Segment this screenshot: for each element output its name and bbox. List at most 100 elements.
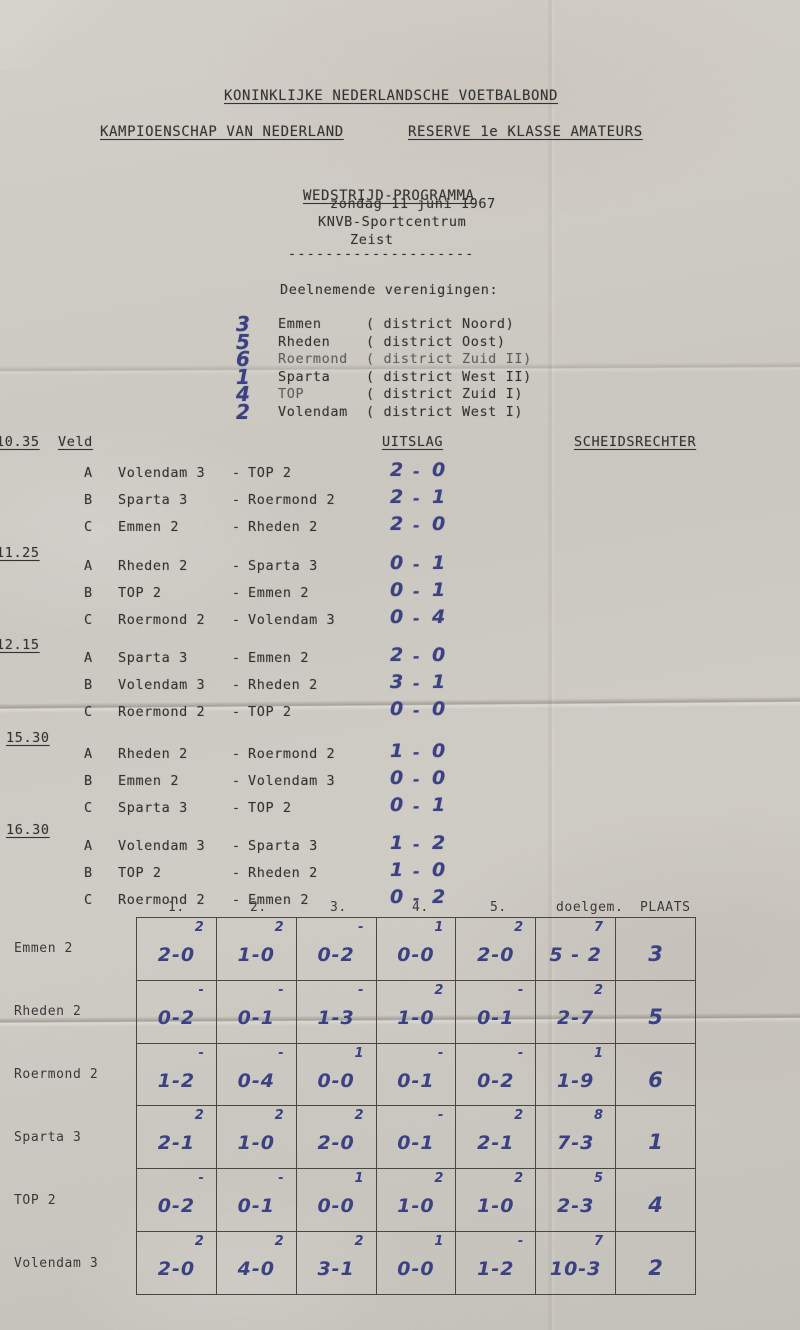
cell-points: - (437, 1108, 444, 1124)
round-time: 12.15 (0, 637, 40, 653)
cell-score: 0-2 (477, 1069, 515, 1092)
crosstable-place: 5 (615, 979, 696, 1044)
cell-points: 2 (434, 982, 444, 998)
club-name: Emmen (278, 316, 322, 332)
match-home-score: 0 (390, 886, 405, 908)
crosstable-cell: -0-2 (295, 917, 377, 981)
crosstable-cell: 2 2-0 (295, 1105, 377, 1170)
cell-score: 0-1 (237, 1006, 275, 1029)
cell-score: 4-0 (237, 1258, 275, 1281)
match-dash: - (232, 650, 241, 666)
programme-subtitle: WEDSTRIJD-PROGRAMMA (303, 188, 475, 204)
crosstable-cell: -1-2 (136, 1042, 217, 1107)
match-home-score: 1 (390, 740, 405, 762)
cell-score: 0-0 (397, 1258, 435, 1281)
crosstable-goal-total: 5 2-3 (535, 1168, 617, 1233)
match-home-team: Volendam 3 (118, 677, 206, 693)
crosstable-cell: 1 0-0 (295, 1168, 377, 1233)
crosstable-cell: -0-1 (375, 1105, 457, 1170)
event-city: Zeist (350, 232, 394, 248)
crosstable-goal-total: 1 1-9 (535, 1042, 617, 1107)
match-field: B (84, 865, 93, 881)
cell-score: 0-0 (317, 1069, 355, 1092)
total-points: 8 (594, 1108, 604, 1124)
match-away-team: TOP 2 (248, 800, 292, 816)
match-home-team: Sparta 3 (118, 492, 188, 508)
match-dash: - (232, 558, 241, 574)
paper-fold-vertical (547, 0, 556, 1330)
cell-points: 2 (434, 1171, 444, 1187)
class-title: RESERVE 1e KLASSE AMATEURS (408, 124, 643, 140)
total-points: 7 (594, 1234, 604, 1250)
cell-score: 1-0 (397, 1195, 435, 1218)
round-time: 15.30 (6, 730, 50, 746)
match-home-score: 0 (390, 579, 405, 601)
table-row: 2 2-0 2 4-0 2 3-1 1 0-0 -1-2 7 10-3 2 (136, 1231, 696, 1295)
crosstable-cell: -0-4 (215, 1042, 297, 1107)
match-dash: - (232, 704, 241, 720)
table-row: -0-2-0-1 1 0-0 2 1-0 2 1-0 5 2-3 4 (136, 1168, 696, 1233)
cell-score: 0-4 (237, 1069, 275, 1092)
club-rank: 2 (236, 400, 251, 424)
match-home-team: Rheden 2 (118, 746, 188, 762)
match-away-team: TOP 2 (248, 704, 292, 720)
crosstable-row-label: Emmen 2 (14, 940, 73, 956)
match-away-score: 0 (432, 513, 447, 535)
crosstable-goal-total: 7 10-3 (535, 1231, 617, 1295)
crosstable-cell: -0-1 (455, 979, 537, 1044)
match-field: B (84, 585, 93, 601)
match-home-score: 2 (390, 513, 405, 535)
cell-points: - (278, 1045, 284, 1061)
match-field: A (84, 558, 93, 574)
crosstable-cell: -0-2 (455, 1042, 537, 1107)
crosstable-cell: 1 0-0 (295, 1042, 377, 1107)
match-away-score: 1 (432, 552, 447, 574)
cell-score: 0-2 (157, 1006, 196, 1029)
total-points: 2 (594, 982, 604, 998)
goal-difference: 2-3 (556, 1195, 595, 1218)
club-district: ( district Zuid I) (366, 386, 524, 403)
cell-score: 0-2 (317, 944, 355, 966)
place-value: 6 (648, 1067, 663, 1092)
match-home-team: Roermond 2 (118, 612, 206, 628)
crosstable-col-header: 4. (412, 900, 429, 915)
match-home-score: 3 (390, 671, 405, 693)
cell-points: 2 (354, 1234, 364, 1250)
cell-score: 1-0 (397, 1006, 435, 1029)
match-away-team: Rheden 2 (248, 519, 318, 535)
match-field: A (84, 650, 93, 666)
match-score-separator: - (413, 835, 421, 854)
cell-points: - (358, 920, 364, 935)
round-time: 11.25 (0, 545, 40, 561)
crosstable-cell: -0-2 (136, 979, 217, 1044)
crosstable-cell: 1 0-0 (375, 1231, 457, 1295)
match-score-separator: - (413, 555, 421, 574)
match-home-team: Volendam 3 (118, 838, 206, 854)
match-score-separator: - (413, 743, 421, 762)
match-home-team: Emmen 2 (118, 773, 180, 789)
cell-score: 2-0 (477, 944, 515, 966)
match-field: A (84, 838, 93, 854)
crosstable-col-header: 2. (250, 900, 267, 915)
match-score-separator: - (413, 516, 421, 535)
crosstable-cell: 2 2-0 (136, 917, 217, 981)
crosstable-goal-total: 8 7-3 (535, 1105, 617, 1170)
goal-difference: 7-3 (556, 1132, 595, 1155)
match-home-score: 0 (390, 606, 405, 628)
cell-points: 2 (194, 1108, 204, 1124)
crosstable-place: 4 (615, 1168, 696, 1233)
crosstable-cell: 1 0-0 (375, 917, 457, 981)
cell-points: - (358, 982, 364, 998)
cell-points: 2 (514, 1108, 524, 1124)
match-home-score: 0 (390, 552, 405, 574)
match-field: C (84, 519, 93, 535)
crosstable: 2 2-0 2 1-0-0-2 1 0-0 2 2-0 7 5 - 2 3-0-2-0-1-1-3 2… (136, 917, 696, 1295)
place-value: 4 (648, 1193, 663, 1218)
crosstable-cell: -0-2 (136, 1168, 217, 1233)
match-home-team: Emmen 2 (118, 519, 180, 535)
match-home-team: TOP 2 (118, 865, 162, 881)
cell-points: 1 (354, 1045, 364, 1061)
total-points: 5 (594, 1171, 604, 1187)
cell-points: - (517, 1045, 524, 1061)
match-away-score: 1 (432, 579, 447, 601)
